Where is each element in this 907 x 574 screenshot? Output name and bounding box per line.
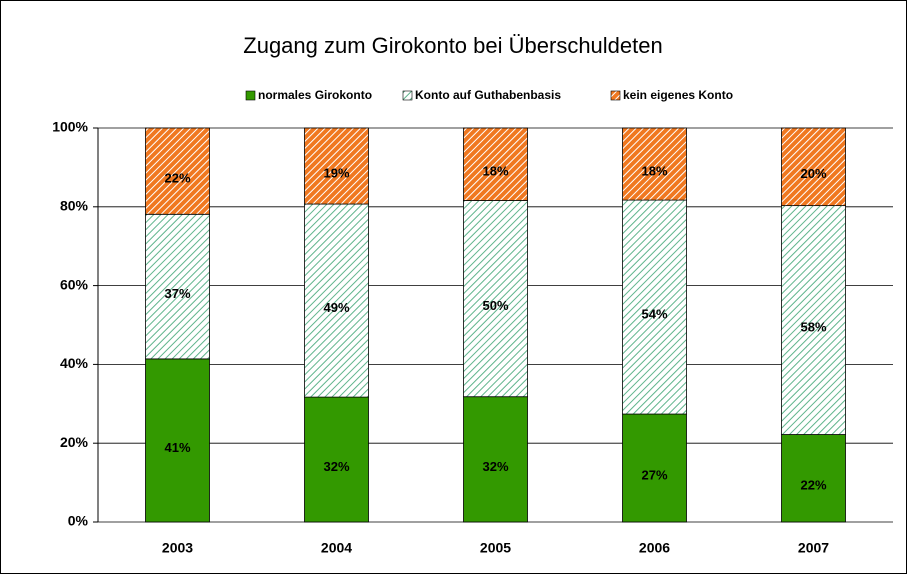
data-label: 27%: [641, 467, 667, 482]
x-tick-label: 2007: [798, 540, 829, 556]
y-tick-label: 0%: [68, 513, 89, 529]
bar-segment: [463, 396, 528, 523]
legend-label: kein eigenes Konto: [623, 88, 733, 102]
x-tick-label: 2003: [162, 540, 193, 556]
x-tick-label: 2006: [639, 540, 670, 556]
legend-swatch: [402, 90, 413, 101]
data-label: 32%: [482, 459, 508, 474]
data-label: 22%: [800, 478, 826, 493]
bar-segment: [781, 205, 846, 435]
data-label: 22%: [164, 171, 190, 186]
bar-segment: [622, 413, 687, 523]
bar-segment: [145, 358, 210, 523]
x-tick-label: 2005: [480, 540, 511, 556]
bar-segment: [304, 127, 369, 205]
legend-label: normales Girokonto: [258, 88, 372, 102]
data-label: 18%: [641, 163, 667, 178]
data-label: 49%: [323, 300, 349, 315]
bar-segment: [781, 127, 846, 207]
data-label: 32%: [323, 459, 349, 474]
data-label: 58%: [800, 320, 826, 335]
y-tick-label: 60%: [60, 276, 89, 292]
x-tick-label: 2004: [321, 540, 352, 556]
data-label: 20%: [800, 166, 826, 181]
y-tick-label: 20%: [60, 434, 89, 450]
bar-segment: [304, 396, 369, 523]
chart-title: Zugang zum Girokonto bei Überschuldeten: [243, 33, 662, 58]
y-tick-label: 40%: [60, 355, 89, 371]
bar-segment: [145, 127, 210, 215]
bar-segment: [463, 127, 528, 201]
data-label: 50%: [482, 298, 508, 313]
bar-segment: [304, 203, 369, 398]
bar-segment: [781, 434, 846, 523]
bar-segment: [145, 213, 210, 360]
data-label: 54%: [641, 307, 667, 322]
y-tick-label: 80%: [60, 198, 89, 214]
data-label: 41%: [164, 440, 190, 455]
legend-label: Konto auf Guthabenbasis: [415, 88, 561, 102]
y-tick-label: 100%: [52, 119, 88, 135]
data-label: 37%: [164, 286, 190, 301]
legend-swatch: [610, 90, 621, 101]
data-label: 18%: [482, 164, 508, 179]
legend-swatch: [245, 90, 256, 101]
data-label: 19%: [323, 165, 349, 180]
bar-segment: [463, 200, 528, 398]
bar-segment: [622, 127, 687, 201]
